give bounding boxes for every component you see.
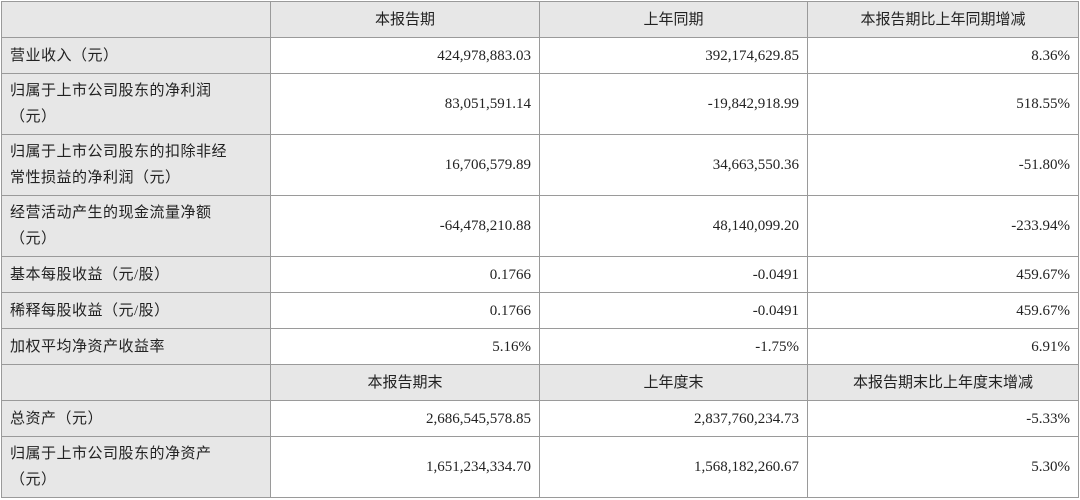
data-row: 归属于上市公司股东的净资产 （元） 1,651,234,334.70 1,568,18…: [1, 436, 1079, 498]
header-row: 本报告期末 上年度末 本报告期末比上年度末增减: [1, 364, 1079, 401]
column-header: 本报告期末比上年度末增减: [807, 364, 1079, 401]
row-label: 总资产（元）: [1, 400, 271, 437]
column-header: 上年度末: [539, 364, 808, 401]
row-label-line: 稀释每股收益（元/股）: [10, 302, 170, 319]
value-cell: 518.55%: [807, 73, 1079, 135]
value-cell: 459.67%: [807, 256, 1079, 293]
header-row: 本报告期 上年同期 本报告期比上年同期增减: [1, 1, 1079, 38]
value-cell: 2,837,760,234.73: [539, 400, 808, 437]
value-cell: -5.33%: [807, 400, 1079, 437]
row-label: 加权平均净资产收益率: [1, 328, 271, 365]
column-header: 本报告期: [270, 1, 540, 38]
value-cell: 0.1766: [270, 256, 540, 293]
row-label: 稀释每股收益（元/股）: [1, 292, 271, 329]
row-label-line: （元）: [10, 231, 57, 247]
data-row: 营业收入（元） 424,978,883.03 392,174,629.85 8.36%: [1, 37, 1079, 74]
row-label: 经营活动产生的现金流量净额 （元）: [1, 195, 271, 257]
column-header: 本报告期比上年同期增减: [807, 1, 1079, 38]
value-cell: 424,978,883.03: [270, 37, 540, 74]
value-cell: 83,051,591.14: [270, 73, 540, 135]
value-cell: 6.91%: [807, 328, 1079, 365]
row-label: 基本每股收益（元/股）: [1, 256, 271, 293]
data-row: 经营活动产生的现金流量净额 （元） -64,478,210.88 48,140,099…: [1, 195, 1079, 257]
row-label: 归属于上市公司股东的净利润 （元）: [1, 73, 271, 135]
value-cell: 2,686,545,578.85: [270, 400, 540, 437]
row-label-line: 归属于上市公司股东的扣除非经: [10, 144, 228, 160]
value-cell: 48,140,099.20: [539, 195, 808, 257]
row-label-line: 营业收入（元）: [10, 47, 119, 64]
value-cell: 34,663,550.36: [539, 134, 808, 196]
row-label-line: 归属于上市公司股东的净资产: [10, 446, 212, 462]
value-cell: 8.36%: [807, 37, 1079, 74]
data-row: 总资产（元） 2,686,545,578.85 2,837,760,234.73 -5…: [1, 400, 1079, 437]
value-cell: 16,706,579.89: [270, 134, 540, 196]
value-cell: 5.30%: [807, 436, 1079, 498]
value-cell: -0.0491: [539, 256, 808, 293]
row-label-line: （元）: [10, 472, 57, 488]
row-label-line: 常性损益的净利润（元）: [10, 170, 181, 186]
value-cell: 459.67%: [807, 292, 1079, 329]
row-label-line: 总资产（元）: [10, 410, 104, 427]
value-cell: 0.1766: [270, 292, 540, 329]
data-row: 基本每股收益（元/股） 0.1766 -0.0491 459.67%: [1, 256, 1079, 293]
value-cell: 1,651,234,334.70: [270, 436, 540, 498]
value-cell: -0.0491: [539, 292, 808, 329]
data-row: 归属于上市公司股东的扣除非经 常性损益的净利润（元） 16,706,579.89 34…: [1, 134, 1079, 196]
row-label: 归属于上市公司股东的扣除非经 常性损益的净利润（元）: [1, 134, 271, 196]
header-blank: [1, 364, 271, 401]
data-row: 稀释每股收益（元/股） 0.1766 -0.0491 459.67%: [1, 292, 1079, 329]
value-cell: -64,478,210.88: [270, 195, 540, 257]
row-label-line: （元）: [10, 109, 57, 125]
value-cell: 5.16%: [270, 328, 540, 365]
row-label: 归属于上市公司股东的净资产 （元）: [1, 436, 271, 498]
data-row: 归属于上市公司股东的净利润 （元） 83,051,591.14 -19,842,918…: [1, 73, 1079, 135]
value-cell: -19,842,918.99: [539, 73, 808, 135]
data-row: 加权平均净资产收益率 5.16% -1.75% 6.91%: [1, 328, 1079, 365]
row-label: 营业收入（元）: [1, 37, 271, 74]
row-label-line: 基本每股收益（元/股）: [10, 266, 170, 283]
value-cell: -233.94%: [807, 195, 1079, 257]
row-label-line: 归属于上市公司股东的净利润: [10, 83, 212, 99]
row-label-line: 经营活动产生的现金流量净额: [10, 205, 212, 221]
value-cell: 392,174,629.85: [539, 37, 808, 74]
header-blank: [1, 1, 271, 38]
column-header: 上年同期: [539, 1, 808, 38]
value-cell: 1,568,182,260.67: [539, 436, 808, 498]
value-cell: -1.75%: [539, 328, 808, 365]
row-label-line: 加权平均净资产收益率: [10, 338, 166, 355]
column-header: 本报告期末: [270, 364, 540, 401]
value-cell: -51.80%: [807, 134, 1079, 196]
